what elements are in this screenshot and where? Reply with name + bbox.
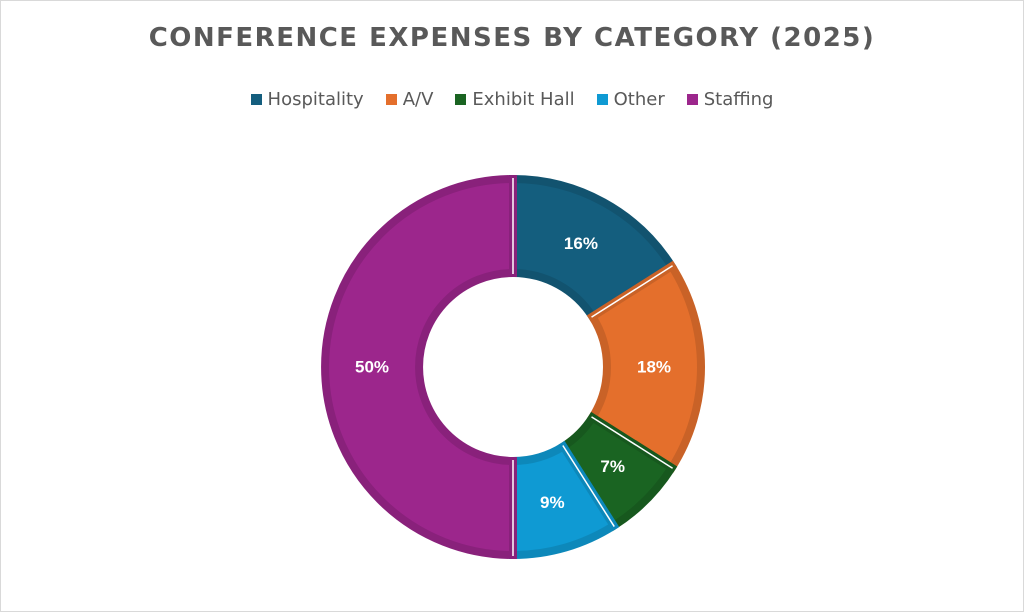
slice-staffing [321, 174, 517, 560]
slice-separator [591, 416, 673, 469]
legend-item-av: A/V [385, 89, 434, 110]
data-label-other: 9% [540, 493, 565, 512]
legend-item-staffing: Staffing [686, 89, 774, 110]
legend-swatch-av [385, 94, 397, 105]
legend: Hospitality A/V Exhibit Hall Other Staff… [1, 89, 1023, 110]
legend-label-hospitality: Hospitality [267, 89, 364, 110]
legend-label-staffing: Staffing [703, 89, 774, 110]
slice-separator [591, 265, 673, 318]
legend-label-exhibit-hall: Exhibit Hall [472, 89, 575, 110]
legend-label-other: Other [613, 89, 665, 110]
slice-a-v [586, 260, 705, 474]
data-label-a-v: 18% [637, 358, 671, 377]
data-label-exhibit-hall: 7% [600, 457, 625, 476]
data-label-hospitality: 16% [564, 234, 598, 253]
legend-item-exhibit-hall: Exhibit Hall [455, 89, 575, 110]
legend-swatch-staffing [686, 94, 698, 105]
legend-swatch-hospitality [250, 94, 262, 105]
legend-swatch-exhibit-hall [455, 94, 467, 105]
legend-item-other: Other [596, 89, 665, 110]
slice-separator [562, 445, 615, 527]
slice-hospitality [509, 174, 678, 323]
chart-title: CONFERENCE EXPENSES BY CATEGORY (2025) [148, 23, 876, 53]
legend-swatch-other [596, 94, 608, 105]
data-label-staffing: 50% [355, 358, 389, 377]
legend-label-av: A/V [402, 89, 434, 110]
legend-item-hospitality: Hospitality [250, 89, 364, 110]
